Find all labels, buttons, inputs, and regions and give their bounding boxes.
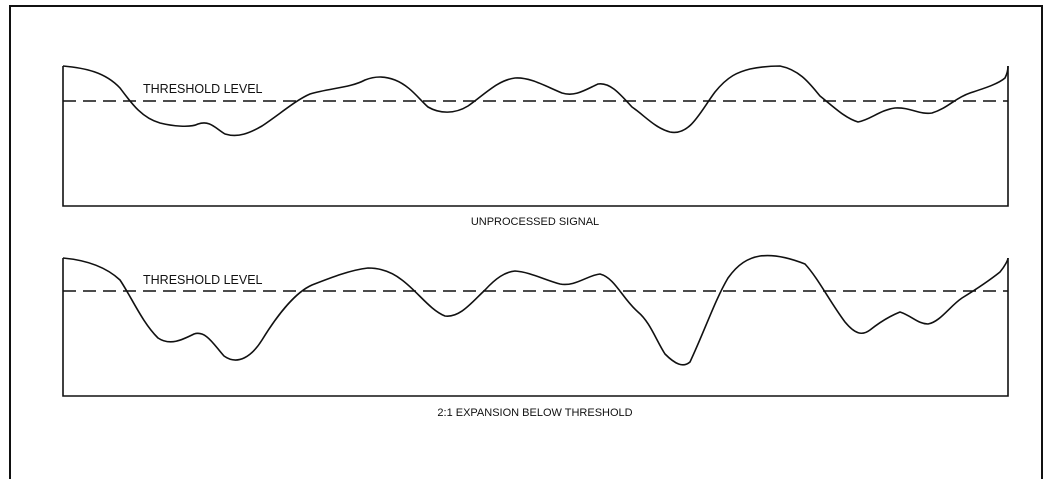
panel-unprocessed: THRESHOLD LEVEL UNPROCESSED SIGNAL [62,65,1009,228]
signal-waveform [62,65,1009,137]
threshold-label: THRESHOLD LEVEL [143,273,263,287]
panel-caption: UNPROCESSED SIGNAL [471,216,599,228]
panel-caption: 2:1 EXPANSION BELOW THRESHOLD [437,407,632,419]
signal-waveform [62,254,1009,366]
panel-frame [62,66,1009,207]
panel-frame [62,258,1009,397]
panel-expanded: THRESHOLD LEVEL 2:1 EXPANSION BELOW THRE… [62,254,1009,419]
figure-frame [9,5,1043,479]
threshold-label: THRESHOLD LEVEL [143,82,263,96]
